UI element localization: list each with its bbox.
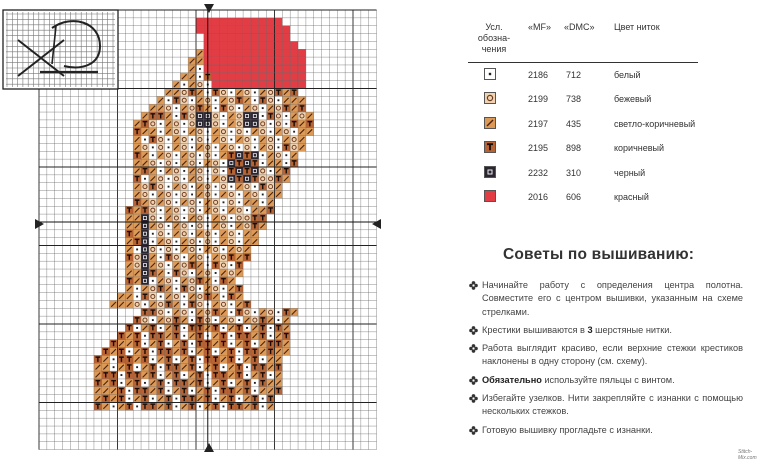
tips-title: Советы по вышиванию: bbox=[503, 246, 695, 263]
legend-rows: 2186 712 белый 2199 738 бежевый 2197 435 светло-… bbox=[468, 63, 698, 209]
flower-bullet-icon bbox=[469, 375, 478, 385]
legend-swatch-icon bbox=[484, 116, 496, 129]
tip-item: Крестики вышиваются в 3 шерстяные нитки. bbox=[468, 324, 743, 337]
thread-color-legend: Усл. обозна- чения «MF» «DMC» Цвет ниток… bbox=[468, 22, 698, 209]
center-arrow-bottom bbox=[204, 443, 214, 452]
legend-dmc-code: 310 bbox=[566, 167, 582, 178]
tip-item: Готовую вышивку прогладьте с изнанки. bbox=[468, 424, 743, 437]
legend-color-name: красный bbox=[614, 191, 649, 202]
legend-swatch-icon bbox=[484, 189, 496, 202]
legend-dmc-header: «DMC» bbox=[564, 22, 595, 32]
tip-item: Избегайте узелков. Нити закрепляйте с из… bbox=[468, 392, 743, 419]
legend-header: Усл. обозна- чения «MF» «DMC» Цвет ниток bbox=[468, 22, 698, 63]
legend-mf-header: «MF» bbox=[528, 22, 552, 32]
embroidery-tips-list: Начинайте работу с определения центра по… bbox=[468, 279, 743, 442]
flower-bullet-icon bbox=[469, 344, 478, 354]
legend-row: 2195 898 коричневый bbox=[468, 136, 698, 160]
legend-color-name: коричневый bbox=[614, 143, 665, 154]
center-arrow-right bbox=[372, 219, 381, 229]
legend-color-name: светло-коричневый bbox=[614, 118, 696, 129]
cross-stitch-pattern-chart bbox=[2, 4, 381, 452]
tip-item: Начинайте работу с определения центра по… bbox=[468, 279, 743, 319]
legend-mf-code: 2199 bbox=[528, 94, 549, 105]
legend-dmc-code: 435 bbox=[566, 118, 582, 129]
legend-dmc-code: 898 bbox=[566, 143, 582, 154]
legend-color-header: Цвет ниток bbox=[614, 22, 660, 32]
legend-dmc-code: 738 bbox=[566, 94, 582, 105]
legend-dmc-code: 712 bbox=[566, 70, 582, 80]
legend-dmc-code: 606 bbox=[566, 191, 582, 202]
flower-bullet-icon bbox=[469, 281, 478, 290]
legend-swatch-icon bbox=[484, 165, 496, 178]
legend-swatch-icon bbox=[484, 68, 496, 80]
legend-color-name: черный bbox=[614, 167, 646, 178]
pattern-cells bbox=[93, 17, 314, 411]
center-arrow-top bbox=[204, 4, 214, 13]
tip-item: Обязательно используйте пяльцы с винтом. bbox=[468, 374, 743, 387]
legend-symbol-header: Усл. обозна- чения bbox=[477, 22, 511, 54]
center-arrow-left bbox=[35, 219, 44, 229]
legend-row: 2199 738 бежевый bbox=[468, 87, 698, 111]
flower-bullet-icon bbox=[469, 326, 478, 335]
legend-color-name: белый bbox=[614, 70, 641, 80]
legend-mf-code: 2195 bbox=[528, 143, 549, 154]
legend-mf-code: 2197 bbox=[528, 118, 549, 129]
legend-row: 2186 712 белый bbox=[468, 63, 698, 87]
legend-swatch-icon bbox=[484, 92, 496, 105]
watermark-credit: Stitch-Mix.com bbox=[738, 449, 757, 461]
tip-item: Работа выглядит красиво, если верхние ст… bbox=[468, 342, 743, 369]
legend-row: 2016 606 красный bbox=[468, 185, 698, 209]
flower-bullet-icon bbox=[469, 425, 478, 435]
legend-swatch-icon bbox=[484, 141, 496, 154]
legend-mf-code: 2186 bbox=[528, 70, 549, 80]
legend-row: 2197 435 светло-коричневый bbox=[468, 112, 698, 136]
legend-mf-code: 2016 bbox=[528, 191, 549, 202]
legend-color-name: бежевый bbox=[614, 94, 652, 105]
flower-bullet-icon bbox=[469, 394, 478, 403]
legend-row: 2232 310 черный bbox=[468, 161, 698, 185]
center-arrows bbox=[35, 4, 381, 452]
stitch-direction-illustration bbox=[2, 9, 119, 90]
legend-mf-code: 2232 bbox=[528, 167, 549, 178]
